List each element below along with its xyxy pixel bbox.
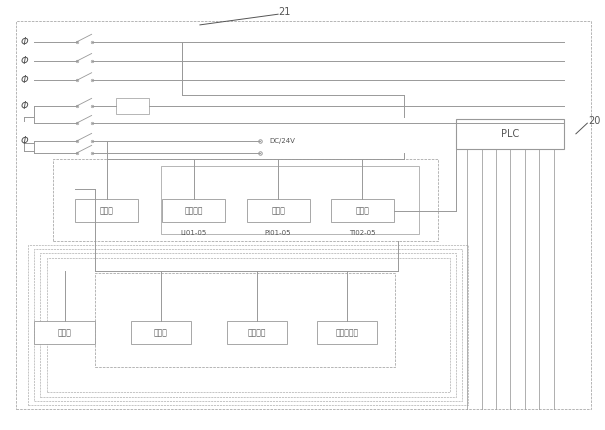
Text: PLC: PLC	[500, 129, 519, 139]
Bar	[116, 98, 149, 114]
Bar	[41, 253, 456, 396]
Bar	[131, 321, 191, 344]
Bar	[227, 321, 287, 344]
Bar	[47, 258, 450, 392]
Bar	[246, 199, 310, 222]
Text: 21: 21	[278, 7, 290, 17]
Bar	[331, 199, 394, 222]
Bar	[162, 199, 226, 222]
Bar	[53, 160, 437, 241]
Text: 视频、照明: 视频、照明	[336, 328, 359, 337]
Text: TI02-05: TI02-05	[349, 230, 376, 236]
Text: PI01-05: PI01-05	[265, 230, 292, 236]
Bar	[34, 321, 94, 344]
Text: Φ: Φ	[21, 56, 28, 66]
Text: 排污水: 排污水	[154, 328, 168, 337]
Text: LI01-05: LI01-05	[181, 230, 207, 236]
Text: 压力表: 压力表	[271, 206, 285, 215]
Text: 电动阀门: 电动阀门	[185, 206, 203, 215]
Text: 温度仰: 温度仰	[355, 206, 369, 215]
Text: 加热元件: 加热元件	[248, 328, 266, 337]
Text: 液位计: 液位计	[100, 206, 114, 215]
Bar	[28, 245, 468, 405]
Bar	[34, 249, 462, 401]
Text: Φ: Φ	[21, 75, 28, 86]
Bar	[456, 119, 564, 149]
Bar	[75, 199, 139, 222]
Bar	[317, 321, 378, 344]
Text: Φ: Φ	[21, 37, 28, 47]
Text: Φ: Φ	[21, 101, 28, 111]
Bar	[94, 273, 396, 367]
Text: Φ: Φ	[21, 136, 28, 146]
Text: 上料机: 上料机	[57, 328, 71, 337]
Bar	[161, 166, 419, 234]
Text: 20: 20	[588, 116, 600, 126]
Text: DC/24V: DC/24V	[269, 138, 295, 144]
